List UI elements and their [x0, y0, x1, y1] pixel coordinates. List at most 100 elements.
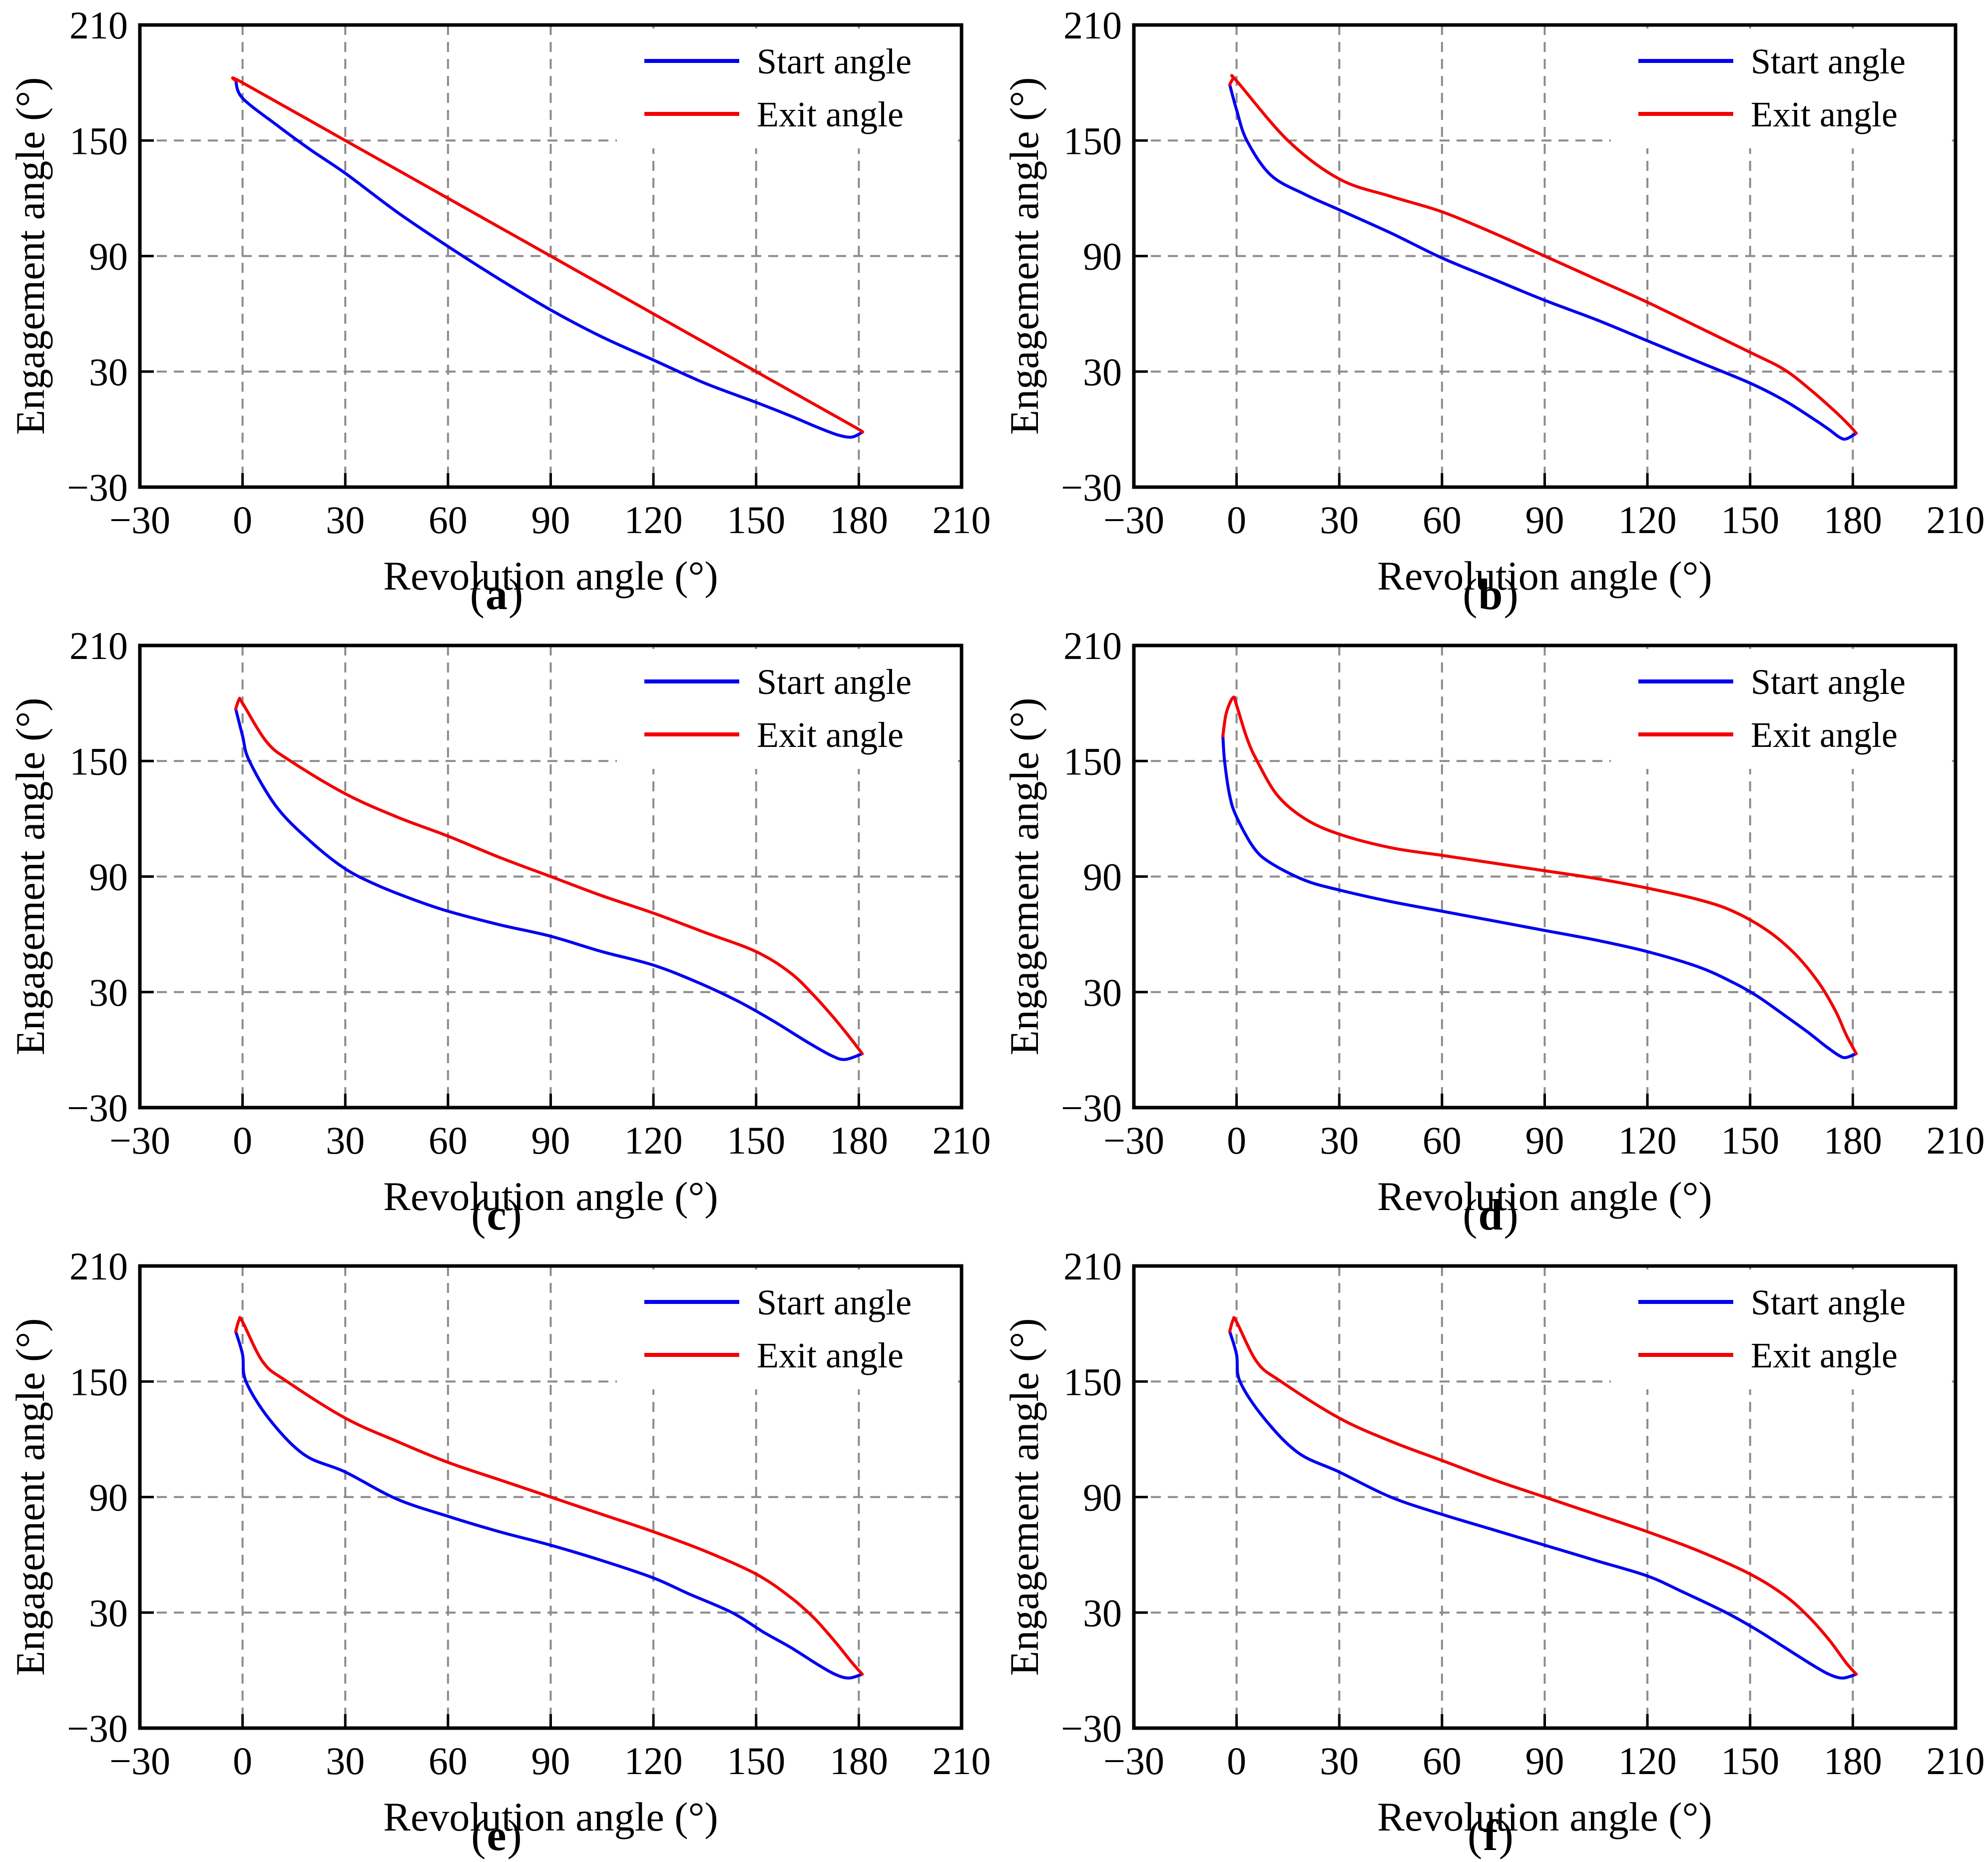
- x-axis-label: Revolution angle (°): [1377, 1794, 1712, 1840]
- x-tick-label: −30: [1103, 498, 1164, 542]
- axis-ticks: [1134, 759, 1854, 1108]
- tick-labels: −30 0 30 60 90 120 150 180 210 −30 30 90 150 210: [67, 624, 991, 1162]
- y-tick-label: −30: [67, 466, 128, 509]
- x-tick-label: −30: [109, 498, 170, 542]
- caption-letter: a: [486, 571, 508, 619]
- x-tick-label: 60: [429, 1119, 468, 1162]
- y-tick-label: 30: [1083, 350, 1122, 394]
- x-tick-label: 60: [1423, 1119, 1462, 1162]
- x-tick-label: 0: [1227, 498, 1246, 542]
- x-tick-label: 0: [1227, 1119, 1246, 1162]
- y-tick-label: −30: [67, 1086, 128, 1130]
- y-tick-label: 210: [1063, 3, 1122, 47]
- y-tick-label: 210: [1063, 1244, 1122, 1288]
- x-tick-label: −30: [109, 1739, 170, 1783]
- caption-letter: d: [1478, 1191, 1504, 1240]
- tick-labels: −30 0 30 60 90 120 150 180 210 −30 30 90 150 210: [1061, 624, 1985, 1162]
- x-tick-label: 90: [531, 498, 570, 542]
- y-axis-label: Engagement angle (°): [1001, 77, 1047, 435]
- y-tick-label: 150: [1063, 739, 1122, 783]
- curve-exit-angle: [1228, 1316, 1858, 1676]
- y-tick-label: −30: [1061, 1086, 1122, 1130]
- x-tick-label: 180: [1824, 498, 1882, 542]
- y-tick-label: 150: [69, 119, 128, 162]
- chart-b: −30 0 30 60 90 120 150 180 210 −30 30 90 150 210 Revol…: [1001, 3, 1985, 599]
- x-axis-label: Revolution angle (°): [383, 1174, 718, 1219]
- x-tick-label: −30: [1103, 1119, 1164, 1162]
- x-tick-label: 150: [727, 1119, 785, 1162]
- subplot-e: −30 0 30 60 90 120 150 180 210 −30 30 90 150 210 Revol…: [0, 1241, 994, 1862]
- y-tick-label: 90: [89, 855, 128, 899]
- caption-paren-open: (: [1463, 571, 1479, 619]
- y-tick-label: 30: [89, 971, 128, 1014]
- subplot-d-caption: (d): [994, 1190, 1988, 1241]
- y-tick-label: 90: [1083, 855, 1122, 899]
- x-tick-label: 60: [429, 498, 468, 542]
- legend: Start angle Exit angle: [1638, 662, 1906, 755]
- y-tick-label: 150: [1063, 119, 1122, 162]
- x-tick-label: 30: [326, 498, 365, 542]
- y-axis-label: Engagement angle (°): [1001, 698, 1047, 1056]
- x-tick-label: 120: [1618, 1119, 1677, 1162]
- y-tick-label: −30: [67, 1707, 128, 1750]
- tick-labels: −30 0 30 60 90 120 150 180 210 −30 30 90 150 210: [1061, 1244, 1985, 1783]
- x-tick-label: 60: [1423, 1739, 1462, 1783]
- axis-ticks: [140, 759, 860, 1108]
- x-axis-label: Revolution angle (°): [383, 553, 718, 599]
- x-tick-label: 60: [429, 1739, 468, 1783]
- legend-label-start-angle: Start angle: [757, 1282, 912, 1322]
- legend-label-exit-angle: Exit angle: [757, 94, 904, 134]
- legend-label-start-angle: Start angle: [757, 41, 912, 81]
- legend-label-exit-angle: Exit angle: [757, 715, 904, 755]
- chart-a: −30 0 30 60 90 120 150 180 210 −30 30 90 150 210 Revol…: [7, 3, 991, 599]
- x-tick-label: 150: [1721, 1119, 1779, 1162]
- legend-label-start-angle: Start angle: [1751, 1282, 1906, 1322]
- x-tick-label: 210: [933, 498, 991, 542]
- y-tick-label: 90: [1083, 235, 1122, 278]
- caption-paren-close: ): [1498, 1812, 1514, 1860]
- caption-letter: e: [487, 1812, 507, 1860]
- subplot-b-caption: (b): [994, 570, 1988, 620]
- x-tick-label: 30: [326, 1739, 365, 1783]
- legend-background: [1611, 28, 1952, 148]
- legend-label-exit-angle: Exit angle: [757, 1335, 904, 1375]
- subplot-e-caption: (e): [0, 1811, 994, 1861]
- y-tick-label: 30: [89, 1591, 128, 1635]
- x-tick-label: 120: [624, 1119, 683, 1162]
- legend-label-start-angle: Start angle: [1751, 662, 1906, 702]
- x-tick-label: 210: [1927, 1119, 1985, 1162]
- caption-paren-close: ): [507, 1812, 523, 1860]
- x-tick-label: 180: [830, 1119, 888, 1162]
- curve-exit-angle: [1228, 74, 1858, 435]
- legend-label-start-angle: Start angle: [757, 662, 912, 702]
- caption-paren-close: ): [507, 1191, 523, 1240]
- subplot-f: −30 0 30 60 90 120 150 180 210 −30 30 90 150 210 Revol…: [994, 1241, 1988, 1862]
- x-tick-label: 0: [233, 498, 252, 542]
- y-axis-label: Engagement angle (°): [7, 1318, 53, 1676]
- x-tick-label: 150: [1721, 1739, 1779, 1783]
- caption-paren-open: (: [1463, 1191, 1479, 1240]
- x-tick-label: 90: [531, 1119, 570, 1162]
- caption-paren-open: (: [470, 571, 486, 619]
- y-axis-label: Engagement angle (°): [7, 698, 53, 1056]
- caption-paren-close: ): [1503, 571, 1519, 619]
- chart-e: −30 0 30 60 90 120 150 180 210 −30 30 90 150 210 Revol…: [7, 1244, 991, 1840]
- x-tick-label: 180: [830, 1739, 888, 1783]
- x-tick-label: 30: [326, 1119, 365, 1162]
- subplot-a: −30 0 30 60 90 120 150 180 210 −30 30 90 150 210 Revol…: [0, 0, 994, 621]
- y-tick-label: 30: [1083, 1591, 1122, 1635]
- x-tick-label: 180: [830, 498, 888, 542]
- curve-start-angle: [1228, 1330, 1858, 1680]
- axis-ticks: [1134, 139, 1854, 487]
- x-tick-label: 30: [1320, 1119, 1359, 1162]
- curve-exit-angle: [234, 696, 864, 1056]
- x-tick-label: 0: [233, 1739, 252, 1783]
- x-tick-label: 180: [1824, 1739, 1882, 1783]
- y-tick-label: 90: [1083, 1476, 1122, 1519]
- y-tick-label: 150: [69, 1360, 128, 1403]
- x-tick-label: 90: [1525, 1739, 1564, 1783]
- x-axis-label: Revolution angle (°): [383, 1794, 718, 1840]
- x-tick-label: −30: [109, 1119, 170, 1162]
- legend-label-start-angle: Start angle: [1751, 41, 1906, 81]
- legend-background: [617, 1269, 958, 1389]
